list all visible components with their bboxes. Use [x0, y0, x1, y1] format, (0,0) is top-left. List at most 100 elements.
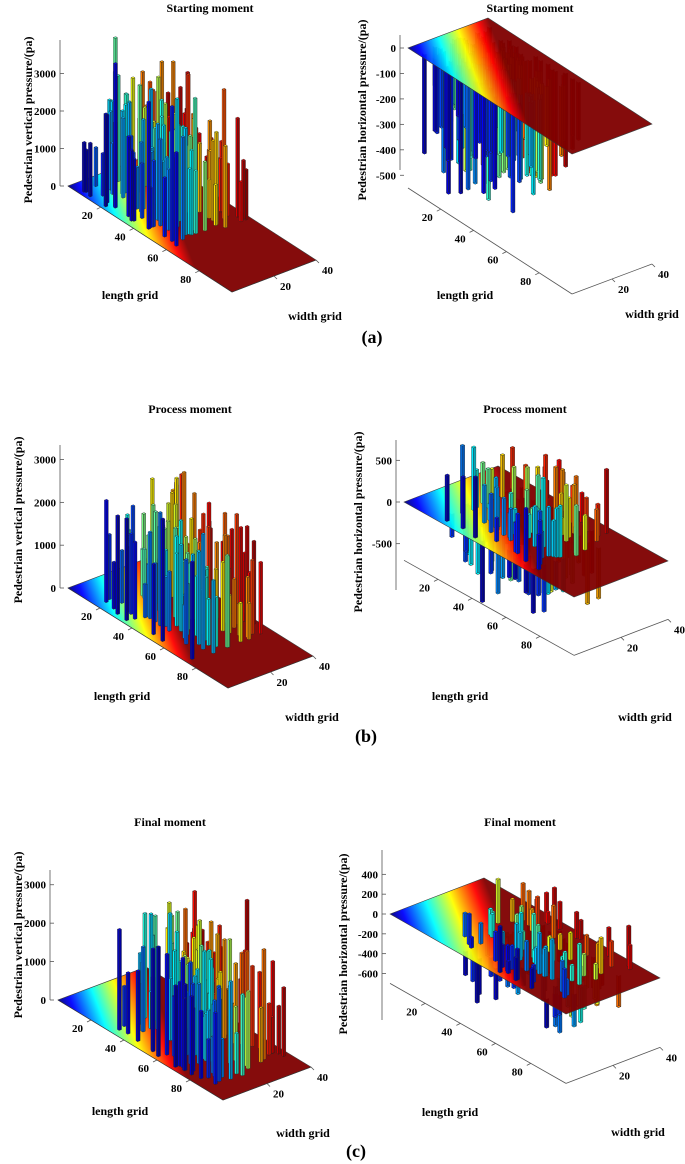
bar — [502, 497, 506, 536]
x-tick-label: 40 — [113, 631, 125, 643]
bar-face — [195, 576, 197, 637]
bar-face — [516, 514, 518, 555]
bar-side — [496, 518, 499, 542]
bar-face — [88, 143, 90, 197]
bar-face — [482, 485, 484, 524]
bar-side — [518, 514, 521, 554]
bar — [151, 948, 155, 1052]
bar-side — [548, 912, 551, 925]
bar-face — [159, 139, 161, 226]
bar-side — [252, 966, 255, 1047]
x-axis-line — [408, 188, 572, 294]
bar — [199, 1010, 203, 1079]
bar-face — [595, 509, 597, 542]
bar — [165, 953, 169, 1055]
bar-face — [479, 923, 481, 945]
bar-side — [553, 520, 556, 557]
bar-face — [184, 559, 186, 644]
bar-face — [577, 944, 579, 986]
bar-face — [121, 118, 123, 199]
bar-face — [151, 949, 153, 1052]
x-tick — [536, 636, 540, 638]
bar-side — [234, 579, 236, 629]
x-tick — [527, 1063, 531, 1065]
bar-side — [508, 961, 511, 974]
bar — [445, 474, 449, 522]
bar-side — [145, 584, 147, 618]
bar-side — [222, 1039, 224, 1078]
bar-side — [278, 1006, 280, 1054]
bar-face — [459, 77, 461, 194]
bar-side — [90, 143, 92, 197]
bar-face — [199, 1011, 201, 1079]
bar-face — [82, 142, 84, 192]
bar-face — [489, 494, 491, 533]
bar — [446, 67, 450, 162]
bar-face — [250, 966, 252, 1047]
bar-side — [448, 67, 450, 161]
bar-face — [461, 477, 463, 530]
bar — [190, 561, 194, 660]
bar-side — [512, 899, 515, 923]
bar — [577, 943, 582, 986]
y-axis-label: width grid — [276, 1126, 330, 1140]
chart-title: Process moment — [148, 402, 231, 416]
z-tick-label: 400 — [362, 869, 379, 881]
bar-side — [160, 139, 162, 226]
x-axis-label: length grid — [92, 1104, 149, 1118]
x-tick — [502, 252, 506, 254]
bar — [167, 168, 171, 231]
bar-face — [156, 947, 158, 1057]
x-tick — [192, 668, 196, 670]
bar-side — [172, 106, 174, 242]
bar-face — [214, 184, 216, 226]
x-tick-label: 80 — [521, 639, 533, 651]
y-tick-label: 40 — [658, 269, 670, 281]
y-tick-label: 40 — [666, 1052, 678, 1064]
bar-side — [461, 77, 463, 194]
z-tick-label: 200 — [362, 889, 379, 901]
bar-face — [514, 957, 516, 981]
bar-side — [463, 477, 466, 530]
bar-side — [500, 926, 503, 973]
bar-side — [109, 534, 111, 600]
bar-side — [560, 902, 563, 930]
z-tick-label: 1000 — [34, 540, 57, 552]
bar-face — [422, 54, 424, 155]
bar-face — [537, 534, 539, 570]
x-tick-label: 80 — [171, 1083, 183, 1095]
bar-side — [148, 102, 150, 230]
bar-side — [537, 897, 540, 926]
bar-face — [506, 961, 508, 974]
x-tick — [456, 1023, 460, 1025]
bar-face — [574, 505, 576, 556]
x-tick — [492, 1043, 496, 1045]
z-tick-label: 3000 — [34, 455, 57, 467]
bar — [422, 54, 426, 155]
bar-face — [502, 498, 504, 536]
bar-side — [570, 932, 573, 960]
bar-side — [532, 968, 535, 989]
x-tick — [96, 608, 100, 610]
bar-side — [560, 506, 563, 558]
bar-side — [249, 603, 251, 640]
x-tick-label: 80 — [177, 671, 189, 683]
bar — [223, 145, 227, 228]
bar-side — [451, 64, 453, 161]
bar-face — [140, 163, 142, 219]
bar-face — [551, 520, 553, 557]
bar-face — [152, 564, 154, 635]
x-tick — [162, 250, 166, 252]
bar-side — [196, 170, 198, 234]
bar — [516, 513, 520, 555]
bar — [259, 561, 263, 634]
z-tick-label: -200 — [376, 94, 397, 106]
bar-side — [203, 534, 205, 650]
bar — [509, 507, 513, 541]
bar — [229, 980, 233, 1079]
bar — [500, 454, 504, 498]
y-tick — [621, 637, 624, 640]
z-axis-label: Pedestrian horizontal pressure/(pa) — [355, 20, 369, 201]
bar-face — [474, 81, 476, 159]
bar — [461, 476, 466, 530]
